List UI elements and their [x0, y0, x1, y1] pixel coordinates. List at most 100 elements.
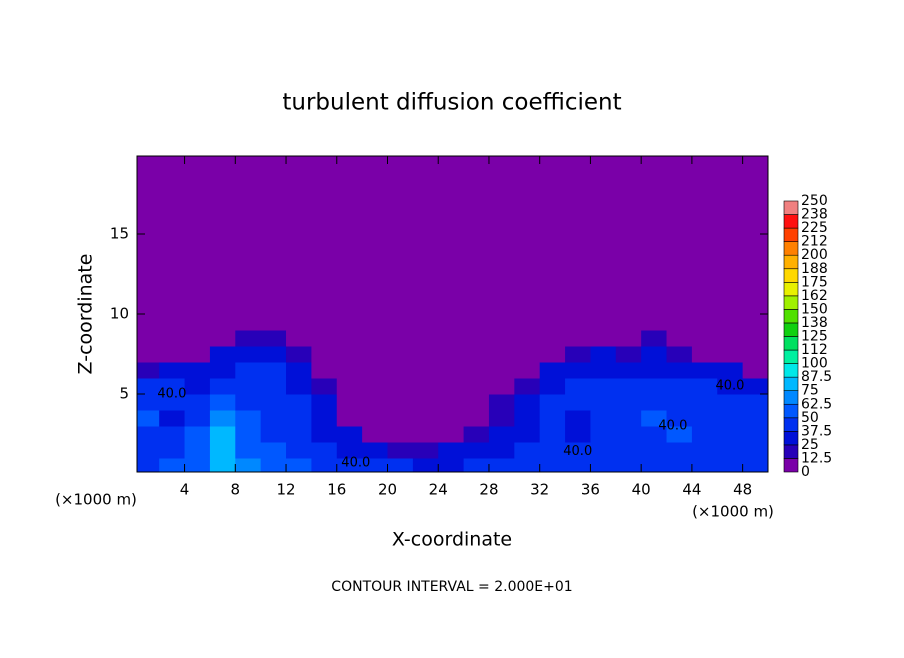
cell — [311, 410, 338, 427]
cell — [137, 314, 160, 331]
cell — [615, 410, 642, 427]
cell — [514, 362, 541, 379]
colorbar-box — [783, 309, 799, 324]
cell — [159, 330, 186, 347]
cell — [514, 330, 541, 347]
cell — [488, 426, 515, 443]
cell — [463, 362, 490, 379]
cell — [336, 426, 363, 443]
contour-label: 40.0 — [563, 444, 592, 459]
cell — [666, 442, 693, 459]
cell — [159, 362, 186, 379]
cell — [260, 314, 287, 331]
cell — [362, 346, 388, 363]
cell — [311, 330, 338, 347]
chart-title: turbulent diffusion coefficient — [282, 90, 621, 116]
cell — [488, 442, 515, 459]
x-tick-label: 20 — [378, 481, 397, 499]
cell — [438, 346, 465, 363]
cell — [691, 362, 718, 379]
cell — [311, 394, 338, 411]
cell — [336, 362, 363, 379]
contour-label: 40.0 — [715, 379, 744, 394]
x-axis-label: X-coordinate — [392, 529, 512, 551]
cell — [565, 362, 591, 379]
cell — [488, 314, 515, 331]
cell — [286, 394, 312, 411]
cell — [260, 458, 287, 472]
cell — [184, 410, 211, 427]
cell — [209, 330, 236, 347]
colorbar-label: 175 — [801, 274, 828, 290]
cell — [666, 458, 693, 472]
cell — [362, 330, 388, 347]
colorbar-box — [783, 295, 799, 310]
cell — [336, 378, 363, 395]
cell — [336, 314, 363, 331]
cell — [286, 346, 312, 363]
cell — [286, 458, 312, 472]
y-tick-label: 10 — [110, 305, 129, 323]
cell — [159, 346, 186, 363]
cell — [286, 378, 312, 395]
colorbar-label: 138 — [801, 315, 828, 331]
cell — [488, 410, 515, 427]
cell — [412, 330, 439, 347]
cells — [137, 314, 768, 472]
colorbar-label: 250 — [801, 193, 828, 209]
cell — [412, 458, 439, 472]
cell — [691, 442, 718, 459]
cell — [463, 314, 490, 331]
cell — [539, 458, 566, 472]
cell — [387, 378, 414, 395]
cell — [742, 410, 768, 427]
cell — [362, 426, 388, 443]
x-tick-label: 24 — [429, 481, 448, 499]
cell — [691, 426, 718, 443]
cell — [159, 410, 186, 427]
colorbar-box — [783, 417, 799, 432]
cell — [412, 378, 439, 395]
cell — [691, 314, 718, 331]
cell — [362, 442, 388, 459]
cell — [590, 442, 617, 459]
colorbar-box — [783, 444, 799, 459]
x-unit-label: (×1000 m) — [55, 491, 137, 509]
cell — [336, 458, 363, 472]
cell — [387, 362, 414, 379]
cell — [235, 346, 262, 363]
cell — [159, 442, 186, 459]
cell — [137, 410, 160, 427]
cell — [565, 378, 591, 395]
cell — [159, 426, 186, 443]
cell — [286, 410, 312, 427]
cell — [235, 378, 262, 395]
cell — [565, 330, 591, 347]
colorbar-label: 238 — [801, 207, 828, 223]
cell — [539, 362, 566, 379]
cell — [514, 426, 541, 443]
cell — [387, 426, 414, 443]
cell — [514, 442, 541, 459]
contour-label: 40.0 — [341, 455, 370, 470]
cell — [463, 442, 490, 459]
cell — [209, 458, 236, 472]
cell — [387, 330, 414, 347]
cell — [159, 314, 186, 331]
cell — [539, 378, 566, 395]
cell — [438, 458, 465, 472]
cell — [209, 362, 236, 379]
cell — [666, 410, 693, 427]
cell — [615, 426, 642, 443]
cell — [184, 458, 211, 472]
cell — [717, 426, 744, 443]
cell — [336, 346, 363, 363]
colorbar-box — [783, 431, 799, 446]
cell — [387, 458, 414, 472]
cell — [615, 458, 642, 472]
cell — [691, 410, 718, 427]
cell — [137, 442, 160, 459]
cell — [412, 426, 439, 443]
cell — [539, 330, 566, 347]
cell — [717, 378, 744, 395]
